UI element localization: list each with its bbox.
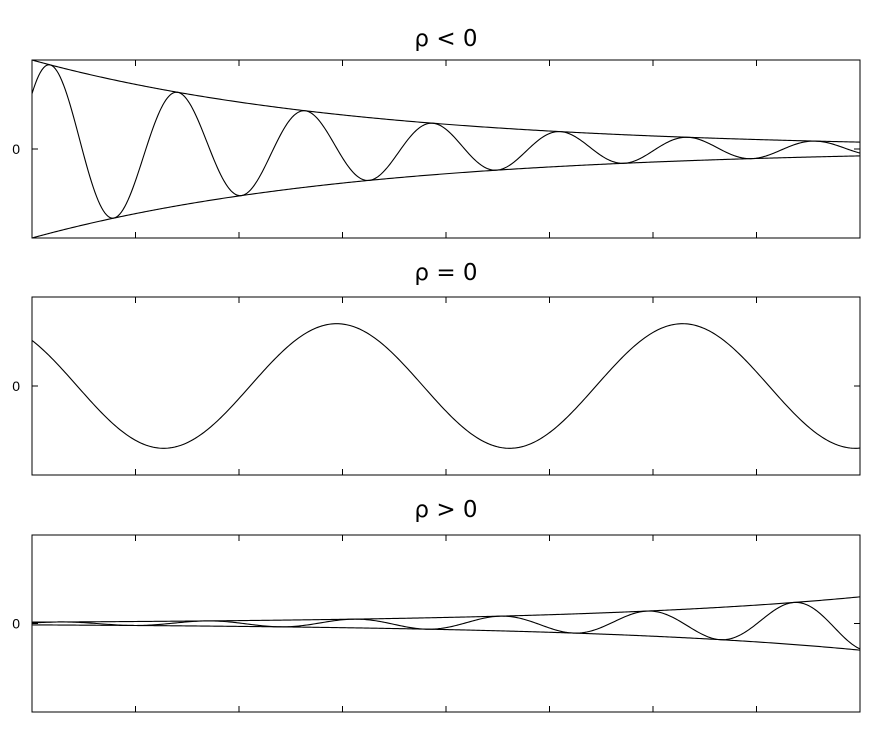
chart-panel-2: ρ = 0 0 — [12, 260, 861, 476]
plot-frame — [31, 296, 861, 476]
y-tick-label: 0 — [12, 616, 20, 632]
oscillation-curve — [31, 64, 861, 219]
plot-frame — [31, 534, 861, 713]
y-tick-label: 0 — [12, 141, 20, 157]
plot-frame — [31, 59, 861, 239]
y-tick-label: 0 — [12, 378, 20, 394]
chart-panel-3: ρ > 0 0 — [12, 497, 861, 713]
lower-envelope-curve — [31, 155, 861, 239]
chart-title: ρ < 0 — [414, 26, 477, 52]
chart-title: ρ > 0 — [414, 497, 477, 523]
oscillation-curve — [31, 323, 861, 449]
upper-envelope-curve — [31, 59, 861, 143]
chart-title: ρ = 0 — [414, 260, 477, 286]
chart-panel-1: ρ < 0 0 — [12, 26, 861, 239]
upper-envelope-curve — [31, 596, 861, 623]
oscillation-curve — [31, 601, 861, 650]
